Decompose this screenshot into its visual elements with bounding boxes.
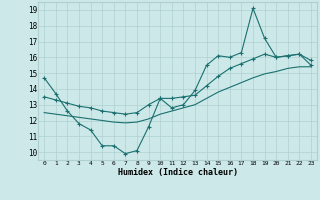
X-axis label: Humidex (Indice chaleur): Humidex (Indice chaleur) [118, 168, 238, 177]
